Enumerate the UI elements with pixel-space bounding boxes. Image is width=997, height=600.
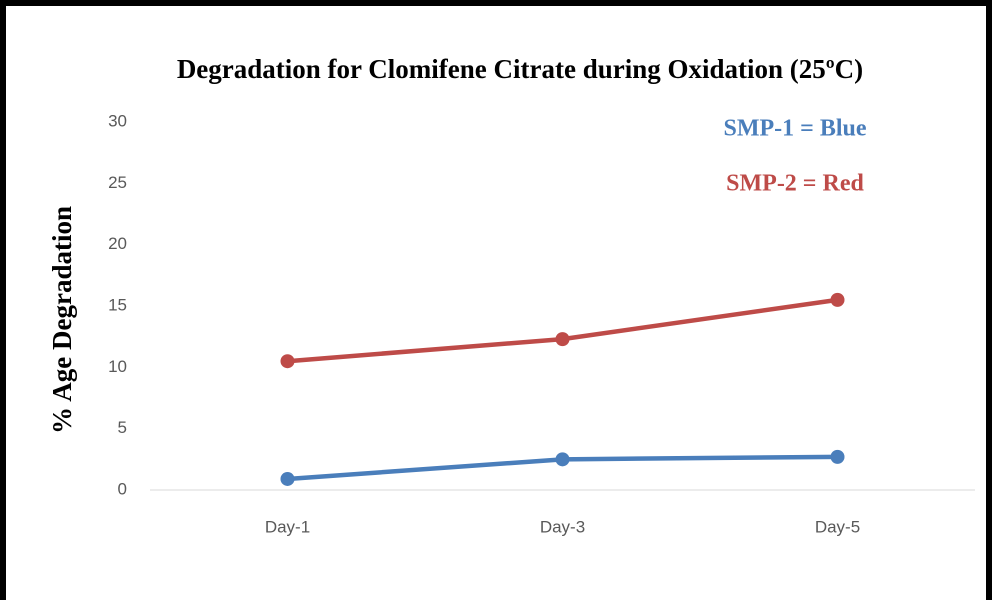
point (555, 452, 570, 467)
point (830, 449, 845, 464)
point (555, 332, 570, 347)
point (280, 471, 295, 486)
y-axis-title: % Age Degradation (47, 206, 77, 434)
y-tick-label: 0 (118, 479, 127, 498)
series-line (287, 297, 838, 364)
x-tick-label: Day-3 (540, 517, 585, 536)
chart-title: Degradation for Clomifene Citrate during… (177, 54, 863, 84)
x-tick-label: Day-5 (815, 517, 860, 536)
legend-entry: SMP-1 = Blue (723, 116, 866, 142)
y-tick-label: 15 (108, 295, 127, 314)
y-tick-label: 5 (118, 418, 127, 437)
legend-entry: SMP-2 = Red (726, 171, 864, 197)
y-tick-label: 30 (108, 111, 127, 130)
y-tick-label: 10 (108, 357, 127, 376)
x-tick-label: Day-1 (265, 517, 310, 536)
y-tick-label: 20 (108, 234, 127, 253)
point (830, 292, 845, 307)
point (280, 354, 295, 369)
y-tick-label: 25 (108, 173, 127, 192)
